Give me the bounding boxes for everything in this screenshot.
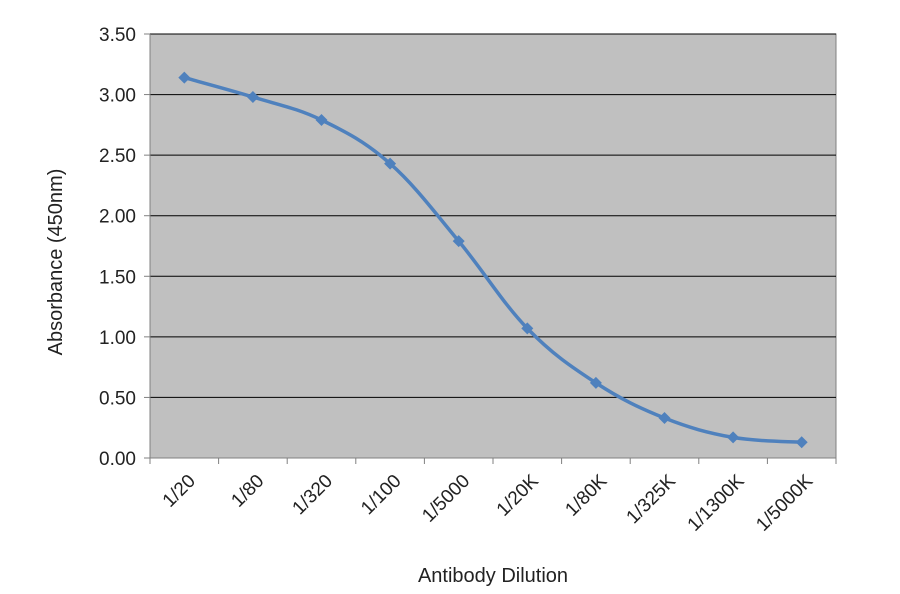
y-tick-label: 0.50 bbox=[99, 388, 136, 409]
y-tick-label: 2.00 bbox=[99, 207, 136, 228]
data-point bbox=[727, 431, 740, 444]
data-point bbox=[315, 114, 328, 127]
data-point bbox=[795, 436, 808, 449]
data-point bbox=[589, 376, 602, 389]
data-point bbox=[384, 157, 397, 170]
x-tick-labels: 1/20 1/80 1/320 1/100 1/5000 1/20K 1/80K 1/325K… bbox=[159, 470, 818, 535]
x-tick-label: 1/20K bbox=[493, 470, 543, 520]
x-tick-label: 1/5000 bbox=[418, 471, 474, 527]
series-line bbox=[182, 75, 804, 445]
x-tick-label: 1/5000K bbox=[752, 470, 817, 535]
x-axis-title: Antibody Dilution bbox=[418, 565, 568, 587]
gridlines bbox=[144, 33, 836, 459]
y-tick-label: 2.50 bbox=[99, 146, 136, 167]
x-tick-label: 1/80 bbox=[227, 471, 268, 512]
x-tick-label: 1/320 bbox=[289, 471, 337, 519]
data-point bbox=[452, 235, 465, 248]
y-axis-title: Absorbance (450nm) bbox=[45, 169, 67, 356]
x-tick-label: 1/80K bbox=[561, 470, 611, 520]
y-tick-labels: 0.00 0.50 1.00 1.50 2.00 2.50 3.00 3.50 bbox=[99, 25, 136, 470]
axes bbox=[149, 34, 837, 464]
data-point bbox=[246, 90, 259, 103]
y-tick-label: 1.50 bbox=[99, 267, 136, 288]
y-tick-label: 1.00 bbox=[99, 328, 136, 349]
data-point bbox=[521, 322, 534, 335]
data-point bbox=[178, 71, 191, 84]
x-tick-label: 1/100 bbox=[357, 471, 405, 519]
y-tick-label: 3.50 bbox=[99, 25, 136, 46]
plot-area bbox=[149, 33, 837, 459]
x-tick-label: 1/20 bbox=[159, 471, 200, 512]
y-tick-label: 3.00 bbox=[99, 86, 136, 107]
data-point bbox=[658, 412, 671, 425]
series bbox=[178, 71, 808, 449]
x-tick-label: 1/325K bbox=[623, 470, 681, 528]
y-tick-label: 0.00 bbox=[99, 449, 136, 470]
x-tick-label: 1/1300K bbox=[684, 470, 749, 535]
